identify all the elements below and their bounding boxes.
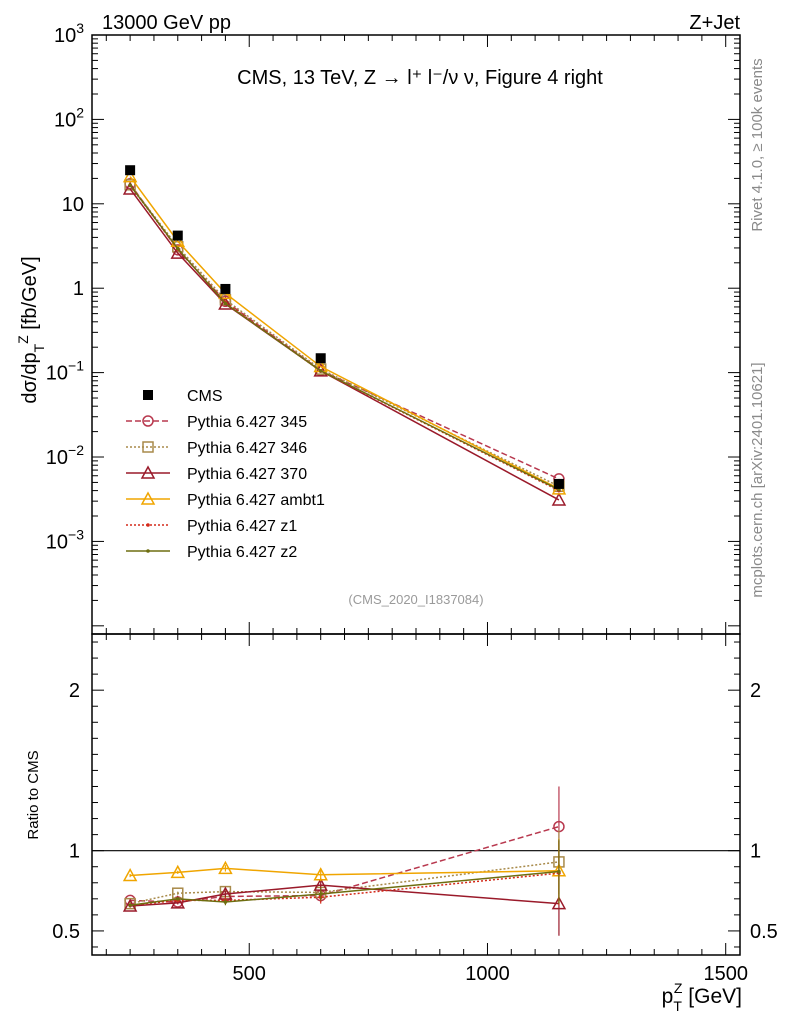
series-marker — [175, 897, 180, 901]
series-marker — [223, 301, 228, 306]
series-marker — [146, 549, 150, 553]
series-marker — [170, 864, 186, 879]
series-marker — [223, 900, 228, 904]
header-right: Z+Jet — [689, 12, 740, 34]
x-axis-label: pTZ [GeV] — [662, 980, 742, 1014]
series-marker — [142, 415, 154, 427]
y-axis-label: dσ/dpTZ [fb/GeV] — [15, 256, 47, 403]
ratio-tick-label-right: 0.5 — [750, 921, 778, 943]
series-line — [129, 184, 560, 487]
data-point — [553, 478, 564, 489]
y-tick-label: 10−3 — [46, 526, 84, 553]
series-line — [129, 183, 560, 480]
ratio-line — [130, 884, 559, 907]
y-tick-label: 103 — [54, 20, 84, 47]
series-marker — [170, 895, 186, 909]
ratio-line — [130, 825, 560, 903]
series-marker — [551, 896, 567, 910]
x-tick-label: 500 — [233, 963, 266, 985]
watermark: (CMS_2020_I1837084) — [348, 592, 483, 607]
y-tick-label: 10 — [62, 194, 84, 216]
series-marker — [128, 903, 132, 908]
series-marker — [146, 523, 150, 527]
series-marker — [218, 296, 233, 310]
series-marker — [313, 363, 328, 377]
series-marker — [122, 169, 138, 183]
series-marker — [313, 867, 328, 881]
series-marker — [175, 246, 180, 251]
data-point — [220, 283, 231, 294]
mcplots-label: mcplots.cern.ch [arXiv:2401.10621] — [749, 362, 766, 597]
data-point — [125, 165, 136, 176]
ratio-line — [130, 870, 560, 906]
header-left: 13000 GeV pp — [102, 12, 231, 34]
data-point — [172, 230, 183, 241]
ratio-line — [130, 867, 559, 877]
series-marker — [551, 492, 567, 506]
y-tick-label: 10−1 — [46, 358, 84, 385]
series-marker — [142, 441, 154, 453]
series-marker — [122, 867, 138, 882]
ratio-tick-label-right: 1 — [750, 841, 761, 863]
y-tick-label: 102 — [54, 104, 84, 131]
legend-label: Pythia 6.427 370 — [187, 466, 307, 483]
y-tick-label: 1 — [73, 278, 84, 300]
y-tick-label: 10−2 — [46, 442, 84, 469]
series-marker — [318, 892, 323, 896]
legend-label: Pythia 6.427 z1 — [187, 518, 297, 535]
ratio-tick-label: 1 — [69, 841, 80, 863]
ratio-panel: 500 1000 1500 2 2 1 1 0.5 0.5 — [52, 633, 778, 985]
legend: CMS Pythia 6.427 345 Pythia 6.427 346 Pythi… — [126, 388, 325, 561]
ratio-tick-label: 0.5 — [52, 921, 80, 943]
series-marker — [218, 860, 233, 875]
series-marker — [557, 869, 561, 874]
series-marker — [318, 369, 323, 373]
ratio-tick-label: 2 — [69, 680, 80, 702]
ratio-tick-label-right: 2 — [750, 680, 761, 702]
legend-label-cms: CMS — [187, 388, 223, 405]
data-point — [315, 353, 326, 364]
x-tick-label: 1000 — [465, 963, 510, 985]
ratio-line — [129, 861, 560, 905]
x-tick-label: 1500 — [703, 963, 748, 985]
legend-marker-cms — [143, 390, 153, 400]
series-marker — [140, 491, 156, 505]
series-marker — [140, 465, 156, 479]
series-marker — [170, 233, 186, 248]
ratio-frame — [91, 633, 741, 956]
chart-title: CMS, 13 TeV, Z → l⁺ l⁻/ν ν, Figure 4 rig… — [237, 67, 603, 89]
legend-label: Pythia 6.427 346 — [187, 440, 307, 457]
series-marker — [128, 183, 132, 188]
legend-label: Pythia 6.427 345 — [187, 414, 307, 431]
legend-label: Pythia 6.427 ambt1 — [187, 492, 325, 509]
rivet-label: Rivet 4.1.0, ≥ 100k events — [749, 58, 766, 231]
legend-label: Pythia 6.427 z2 — [187, 544, 297, 561]
ratio-y-label: Ratio to CMS — [25, 750, 42, 839]
